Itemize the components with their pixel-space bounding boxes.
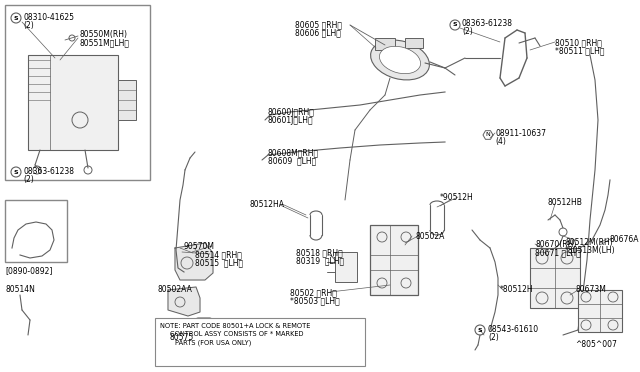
Text: 80510 〈RH〉: 80510 〈RH〉 — [555, 38, 602, 47]
Bar — [28, 55, 118, 150]
Text: 80512HA: 80512HA — [250, 200, 285, 209]
Ellipse shape — [380, 46, 420, 74]
Text: 80605 〈RH〉: 80605 〈RH〉 — [295, 20, 342, 29]
Text: 80670(RH): 80670(RH) — [535, 240, 577, 249]
Text: 80514N: 80514N — [5, 285, 35, 294]
Text: 80673M: 80673M — [575, 285, 606, 294]
Polygon shape — [483, 131, 493, 140]
Text: 80575: 80575 — [170, 333, 195, 342]
Bar — [5, 200, 67, 262]
Bar — [5, 5, 150, 180]
Text: 08310-41625: 08310-41625 — [23, 13, 74, 22]
Polygon shape — [175, 243, 213, 280]
Text: 80601J〈LH〉: 80601J〈LH〉 — [268, 116, 314, 125]
Text: (2): (2) — [488, 333, 499, 342]
Text: 80319  〈LH〉: 80319 〈LH〉 — [296, 256, 344, 265]
Bar — [370, 225, 418, 295]
Text: 80512M(RH): 80512M(RH) — [565, 238, 612, 247]
Text: 08363-61238: 08363-61238 — [23, 167, 74, 176]
Text: S: S — [477, 327, 483, 333]
Text: *90512H: *90512H — [440, 193, 474, 202]
Text: ^805^007: ^805^007 — [575, 340, 617, 349]
Text: 80514 〈RH〉: 80514 〈RH〉 — [195, 250, 242, 259]
Bar — [335, 252, 357, 282]
Text: (4): (4) — [495, 137, 506, 146]
Text: 80609  〈LH〉: 80609 〈LH〉 — [268, 156, 316, 165]
Text: *80511 〈LH〉: *80511 〈LH〉 — [555, 46, 605, 55]
Text: *80513M(LH): *80513M(LH) — [565, 246, 616, 255]
Text: 80502AA: 80502AA — [158, 285, 193, 294]
Text: 80671 〈LH〉: 80671 〈LH〉 — [535, 248, 580, 257]
Text: 80518 〈RH〉: 80518 〈RH〉 — [296, 248, 343, 257]
Text: S: S — [13, 170, 19, 174]
Polygon shape — [168, 287, 200, 316]
Text: 80600J〈RH〉: 80600J〈RH〉 — [268, 108, 315, 117]
Bar — [530, 248, 580, 308]
Text: NOTE: PART CODE 80501+A LOCK & REMOTE: NOTE: PART CODE 80501+A LOCK & REMOTE — [160, 323, 310, 329]
Text: CONTROL ASSY CONSISTS OF * MARKED: CONTROL ASSY CONSISTS OF * MARKED — [170, 331, 303, 337]
Bar — [578, 290, 622, 332]
Text: (2): (2) — [23, 175, 34, 184]
Text: 80606 〈LH〉: 80606 〈LH〉 — [295, 28, 341, 37]
Text: 08543-61610: 08543-61610 — [488, 325, 539, 334]
Text: 80676A: 80676A — [610, 235, 639, 244]
Bar — [155, 318, 365, 366]
Text: *80503 〈LH〉: *80503 〈LH〉 — [290, 296, 340, 305]
Text: 80502 〈RH〉: 80502 〈RH〉 — [290, 288, 337, 297]
Text: PARTS (FOR USA ONLY): PARTS (FOR USA ONLY) — [175, 339, 252, 346]
Text: *80512H: *80512H — [500, 285, 534, 294]
Text: 80512HB: 80512HB — [548, 198, 583, 207]
Text: S: S — [452, 22, 458, 28]
Text: 80502A: 80502A — [415, 232, 444, 241]
Text: (2): (2) — [23, 21, 34, 30]
Bar — [118, 80, 136, 120]
Text: 08911-10637: 08911-10637 — [495, 129, 546, 138]
Text: 08363-61238: 08363-61238 — [462, 19, 513, 28]
Bar — [375, 38, 395, 50]
Text: (2): (2) — [462, 27, 473, 36]
Bar — [405, 38, 423, 48]
Text: [0890-0892]: [0890-0892] — [5, 266, 52, 275]
Text: 90570M: 90570M — [183, 242, 214, 251]
Text: 80551M〈LH〉: 80551M〈LH〉 — [80, 38, 130, 47]
Text: 80608M〈RH〉: 80608M〈RH〉 — [268, 148, 319, 157]
Text: 80550M(RH): 80550M(RH) — [80, 30, 128, 39]
Text: S: S — [13, 16, 19, 20]
Text: N: N — [486, 132, 490, 138]
Text: 80515  〈LH〉: 80515 〈LH〉 — [195, 258, 243, 267]
Ellipse shape — [371, 40, 429, 80]
